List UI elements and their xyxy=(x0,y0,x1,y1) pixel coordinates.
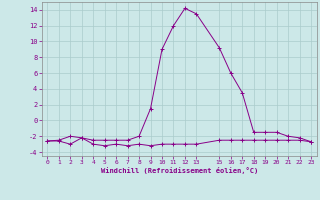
X-axis label: Windchill (Refroidissement éolien,°C): Windchill (Refroidissement éolien,°C) xyxy=(100,167,258,174)
